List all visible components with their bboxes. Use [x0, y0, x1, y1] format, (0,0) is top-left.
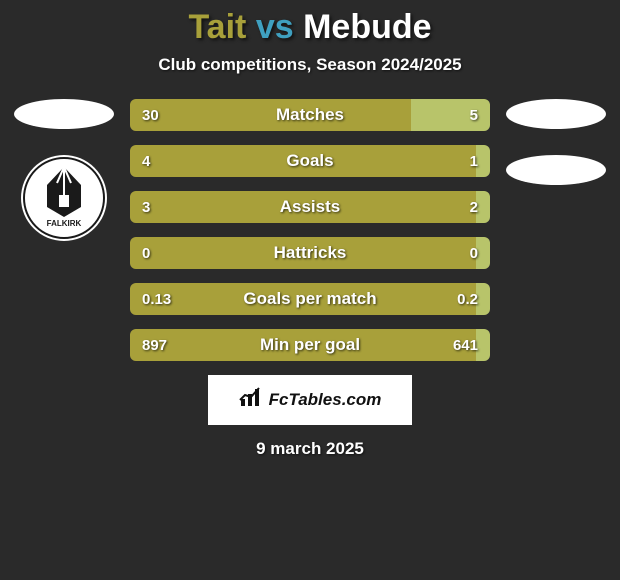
stat-seg-player2: [411, 99, 490, 131]
placeholder-ellipse: [506, 99, 606, 129]
stat-row: Hattricks00: [130, 237, 490, 269]
stat-value-player1: 30: [142, 99, 159, 131]
svg-text:FALKIRK: FALKIRK: [47, 219, 82, 228]
stat-value-player2: 0.2: [457, 283, 478, 315]
club-badge: FALKIRK: [21, 155, 107, 241]
chart-bars-icon: [239, 386, 263, 415]
stat-value-player2: 5: [470, 99, 478, 131]
stat-value-player2: 0: [470, 237, 478, 269]
stat-seg-player1: [130, 283, 476, 315]
stat-value-player1: 0.13: [142, 283, 171, 315]
stat-value-player1: 897: [142, 329, 167, 361]
placeholder-ellipse: [506, 155, 606, 185]
stat-value-player1: 0: [142, 237, 150, 269]
stat-seg-player1: [130, 329, 476, 361]
stat-row: Min per goal897641: [130, 329, 490, 361]
stat-row: Goals41: [130, 145, 490, 177]
branding-box: FcTables.com: [208, 375, 412, 425]
stat-value-player1: 4: [142, 145, 150, 177]
stat-value-player1: 3: [142, 191, 150, 223]
page-title: Tait vs Mebude: [0, 8, 620, 47]
date-line: 9 march 2025: [0, 439, 620, 459]
main-layout: FALKIRK Matches305Goals41Assists32Hattri…: [0, 99, 620, 361]
branding-text: FcTables.com: [269, 390, 382, 410]
stat-seg-player1: [130, 237, 476, 269]
left-sidebar: FALKIRK: [4, 99, 124, 361]
stat-seg-player1: [130, 99, 411, 131]
stat-seg-player1: [130, 145, 476, 177]
stat-value-player2: 2: [470, 191, 478, 223]
placeholder-ellipse: [14, 99, 114, 129]
stat-value-player2: 641: [453, 329, 478, 361]
title-player2: Mebude: [303, 8, 431, 46]
stat-row: Goals per match0.130.2: [130, 283, 490, 315]
stat-seg-player1: [130, 191, 476, 223]
title-player1: Tait: [188, 8, 246, 46]
right-sidebar: [496, 99, 616, 361]
subtitle: Club competitions, Season 2024/2025: [0, 55, 620, 75]
stat-row: Assists32: [130, 191, 490, 223]
stat-row: Matches305: [130, 99, 490, 131]
club-crest-icon: FALKIRK: [21, 155, 107, 241]
stat-value-player2: 1: [470, 145, 478, 177]
title-vs: vs: [256, 8, 294, 46]
comparison-bars: Matches305Goals41Assists32Hattricks00Goa…: [124, 99, 496, 361]
comparison-card: Tait vs Mebude Club competitions, Season…: [0, 0, 620, 580]
